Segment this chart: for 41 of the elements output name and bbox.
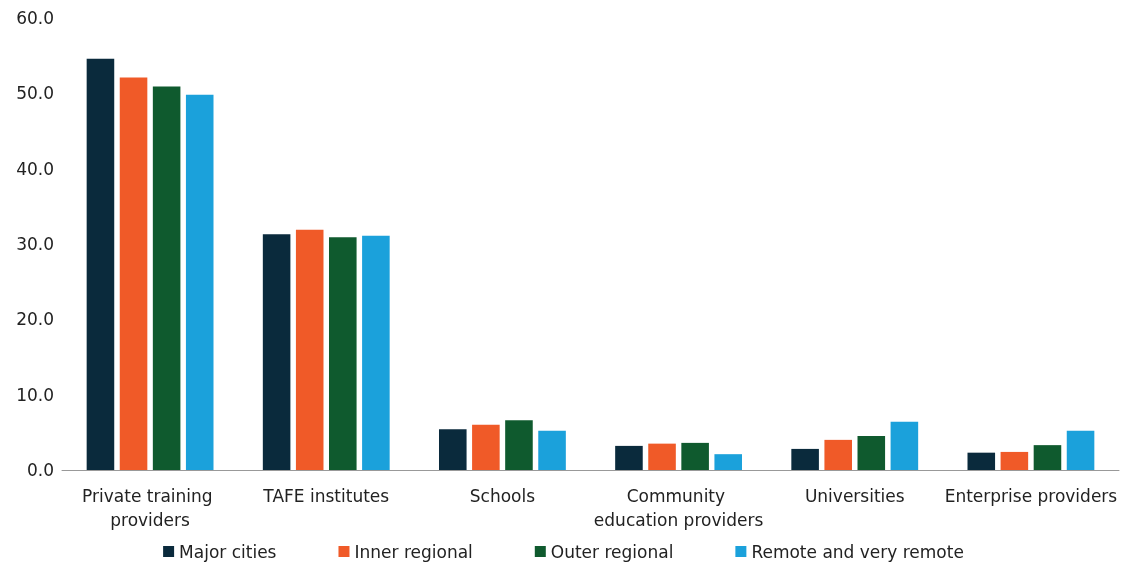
bar bbox=[1000, 451, 1029, 470]
bar bbox=[1033, 445, 1062, 470]
y-tick-label: 50.0 bbox=[16, 83, 54, 104]
bar bbox=[615, 445, 643, 470]
bar bbox=[538, 430, 566, 470]
y-tick-label: 0.0 bbox=[26, 460, 54, 480]
legend-label: Outer regional bbox=[550, 541, 674, 562]
y-tick-label: 30.0 bbox=[16, 234, 54, 254]
y-tick-label: 10.0 bbox=[16, 384, 54, 405]
bar bbox=[681, 442, 709, 470]
bar bbox=[505, 420, 533, 470]
bar bbox=[262, 234, 291, 470]
x-tick-label: Universities bbox=[804, 486, 905, 506]
bar bbox=[714, 454, 742, 470]
bar bbox=[857, 436, 886, 470]
bar bbox=[791, 448, 819, 470]
bar bbox=[185, 94, 214, 470]
bar bbox=[439, 429, 467, 470]
bar bbox=[362, 235, 390, 470]
x-tick-label: Community education providers bbox=[593, 486, 764, 530]
bar bbox=[824, 439, 852, 470]
bar bbox=[472, 424, 500, 470]
y-tick-label: 20.0 bbox=[16, 309, 54, 330]
legend-label: Remote and very remote bbox=[751, 541, 964, 562]
x-tick-label: TAFE institutes bbox=[262, 486, 390, 506]
x-tick-label: Enterprise providers bbox=[944, 486, 1118, 506]
bar bbox=[295, 229, 324, 470]
bar bbox=[86, 58, 115, 470]
bar bbox=[1066, 430, 1095, 470]
bar bbox=[329, 237, 357, 470]
x-tick-label: Schools bbox=[469, 486, 536, 506]
bar bbox=[152, 86, 181, 470]
y-tick-label: 40.0 bbox=[16, 158, 54, 179]
x-tick-label: Private training providers bbox=[82, 486, 219, 530]
legend-label: Major cities bbox=[179, 541, 277, 562]
bar bbox=[890, 421, 919, 470]
y-tick-label: 60.0 bbox=[16, 8, 54, 28]
bar bbox=[119, 77, 148, 470]
legend-label: Inner regional bbox=[354, 541, 473, 562]
bar bbox=[648, 443, 676, 470]
bar bbox=[967, 452, 996, 470]
